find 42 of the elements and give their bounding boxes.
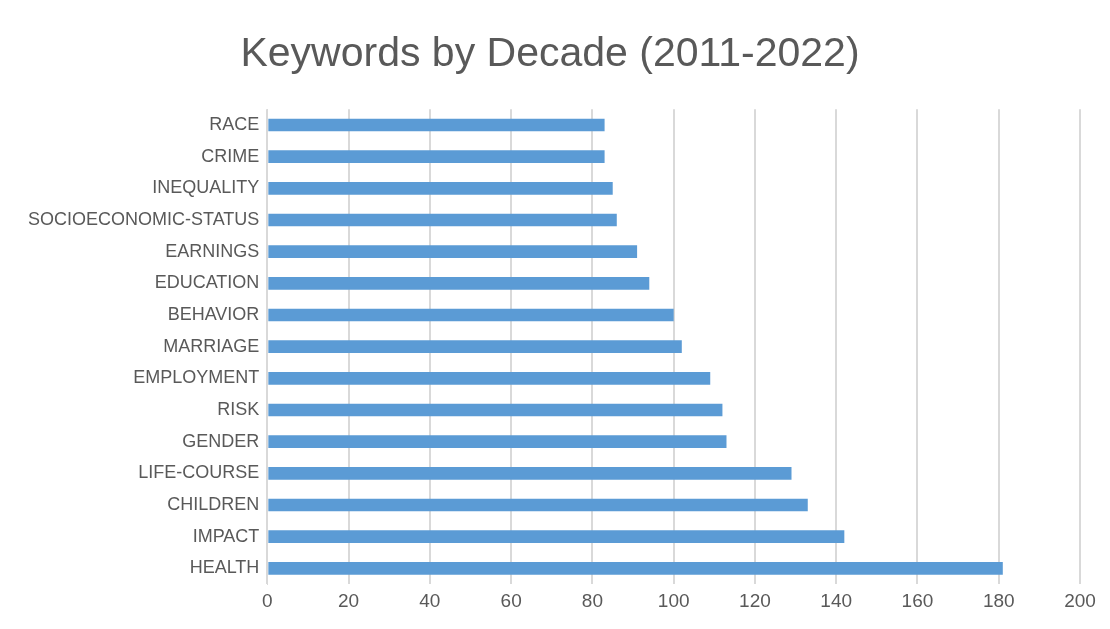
bar — [268, 498, 808, 512]
y-tick-label: BEHAVIOR — [167, 304, 260, 324]
y-tick-label: MARRIAGE — [163, 335, 260, 356]
chart-title: Keywords by Decade (2011-2022) — [240, 28, 860, 75]
x-tick-label: 100 — [657, 589, 690, 611]
y-tick-label: CRIME — [201, 145, 260, 166]
bar — [268, 403, 723, 417]
y-tick-label: LIFE-COURSE — [138, 462, 260, 483]
bar — [268, 435, 727, 449]
y-tick-label: INEQUALITY — [152, 177, 260, 198]
bar — [268, 182, 613, 195]
bar — [268, 118, 605, 132]
bar — [268, 530, 845, 544]
y-tick-label: GENDER — [182, 430, 260, 451]
x-tick-label: 200 — [1064, 589, 1096, 611]
x-tick-label: 0 — [262, 589, 273, 611]
bar — [268, 277, 650, 290]
x-tick-label: 140 — [820, 589, 853, 611]
y-tick-label: EDUCATION — [154, 272, 260, 293]
y-tick-label: SOCIOECONOMIC-STATUS — [27, 209, 260, 229]
bar — [268, 213, 617, 227]
x-tick-label: 80 — [581, 589, 603, 611]
y-tick-label: CHILDREN — [167, 494, 260, 514]
y-tick-label: EARNINGS — [165, 240, 260, 261]
bar — [268, 308, 674, 322]
y-tick-label: IMPACT — [192, 525, 260, 546]
y-tick-label: HEALTH — [189, 557, 260, 578]
x-tick-label: 160 — [901, 589, 934, 611]
y-tick-label: RACE — [209, 114, 260, 134]
x-tick-label: 40 — [419, 589, 441, 611]
bar — [268, 562, 1003, 575]
x-tick-label: 20 — [338, 589, 360, 611]
y-tick-label: RISK — [217, 399, 260, 419]
bar — [268, 150, 605, 164]
x-tick-label: 180 — [982, 589, 1015, 611]
bar — [268, 372, 711, 385]
x-tick-label: 60 — [500, 589, 522, 611]
y-tick-label: EMPLOYMENT — [133, 367, 260, 388]
bar — [268, 245, 638, 259]
x-tick-label: 120 — [739, 589, 771, 611]
bar — [268, 467, 792, 480]
bar — [268, 340, 682, 354]
